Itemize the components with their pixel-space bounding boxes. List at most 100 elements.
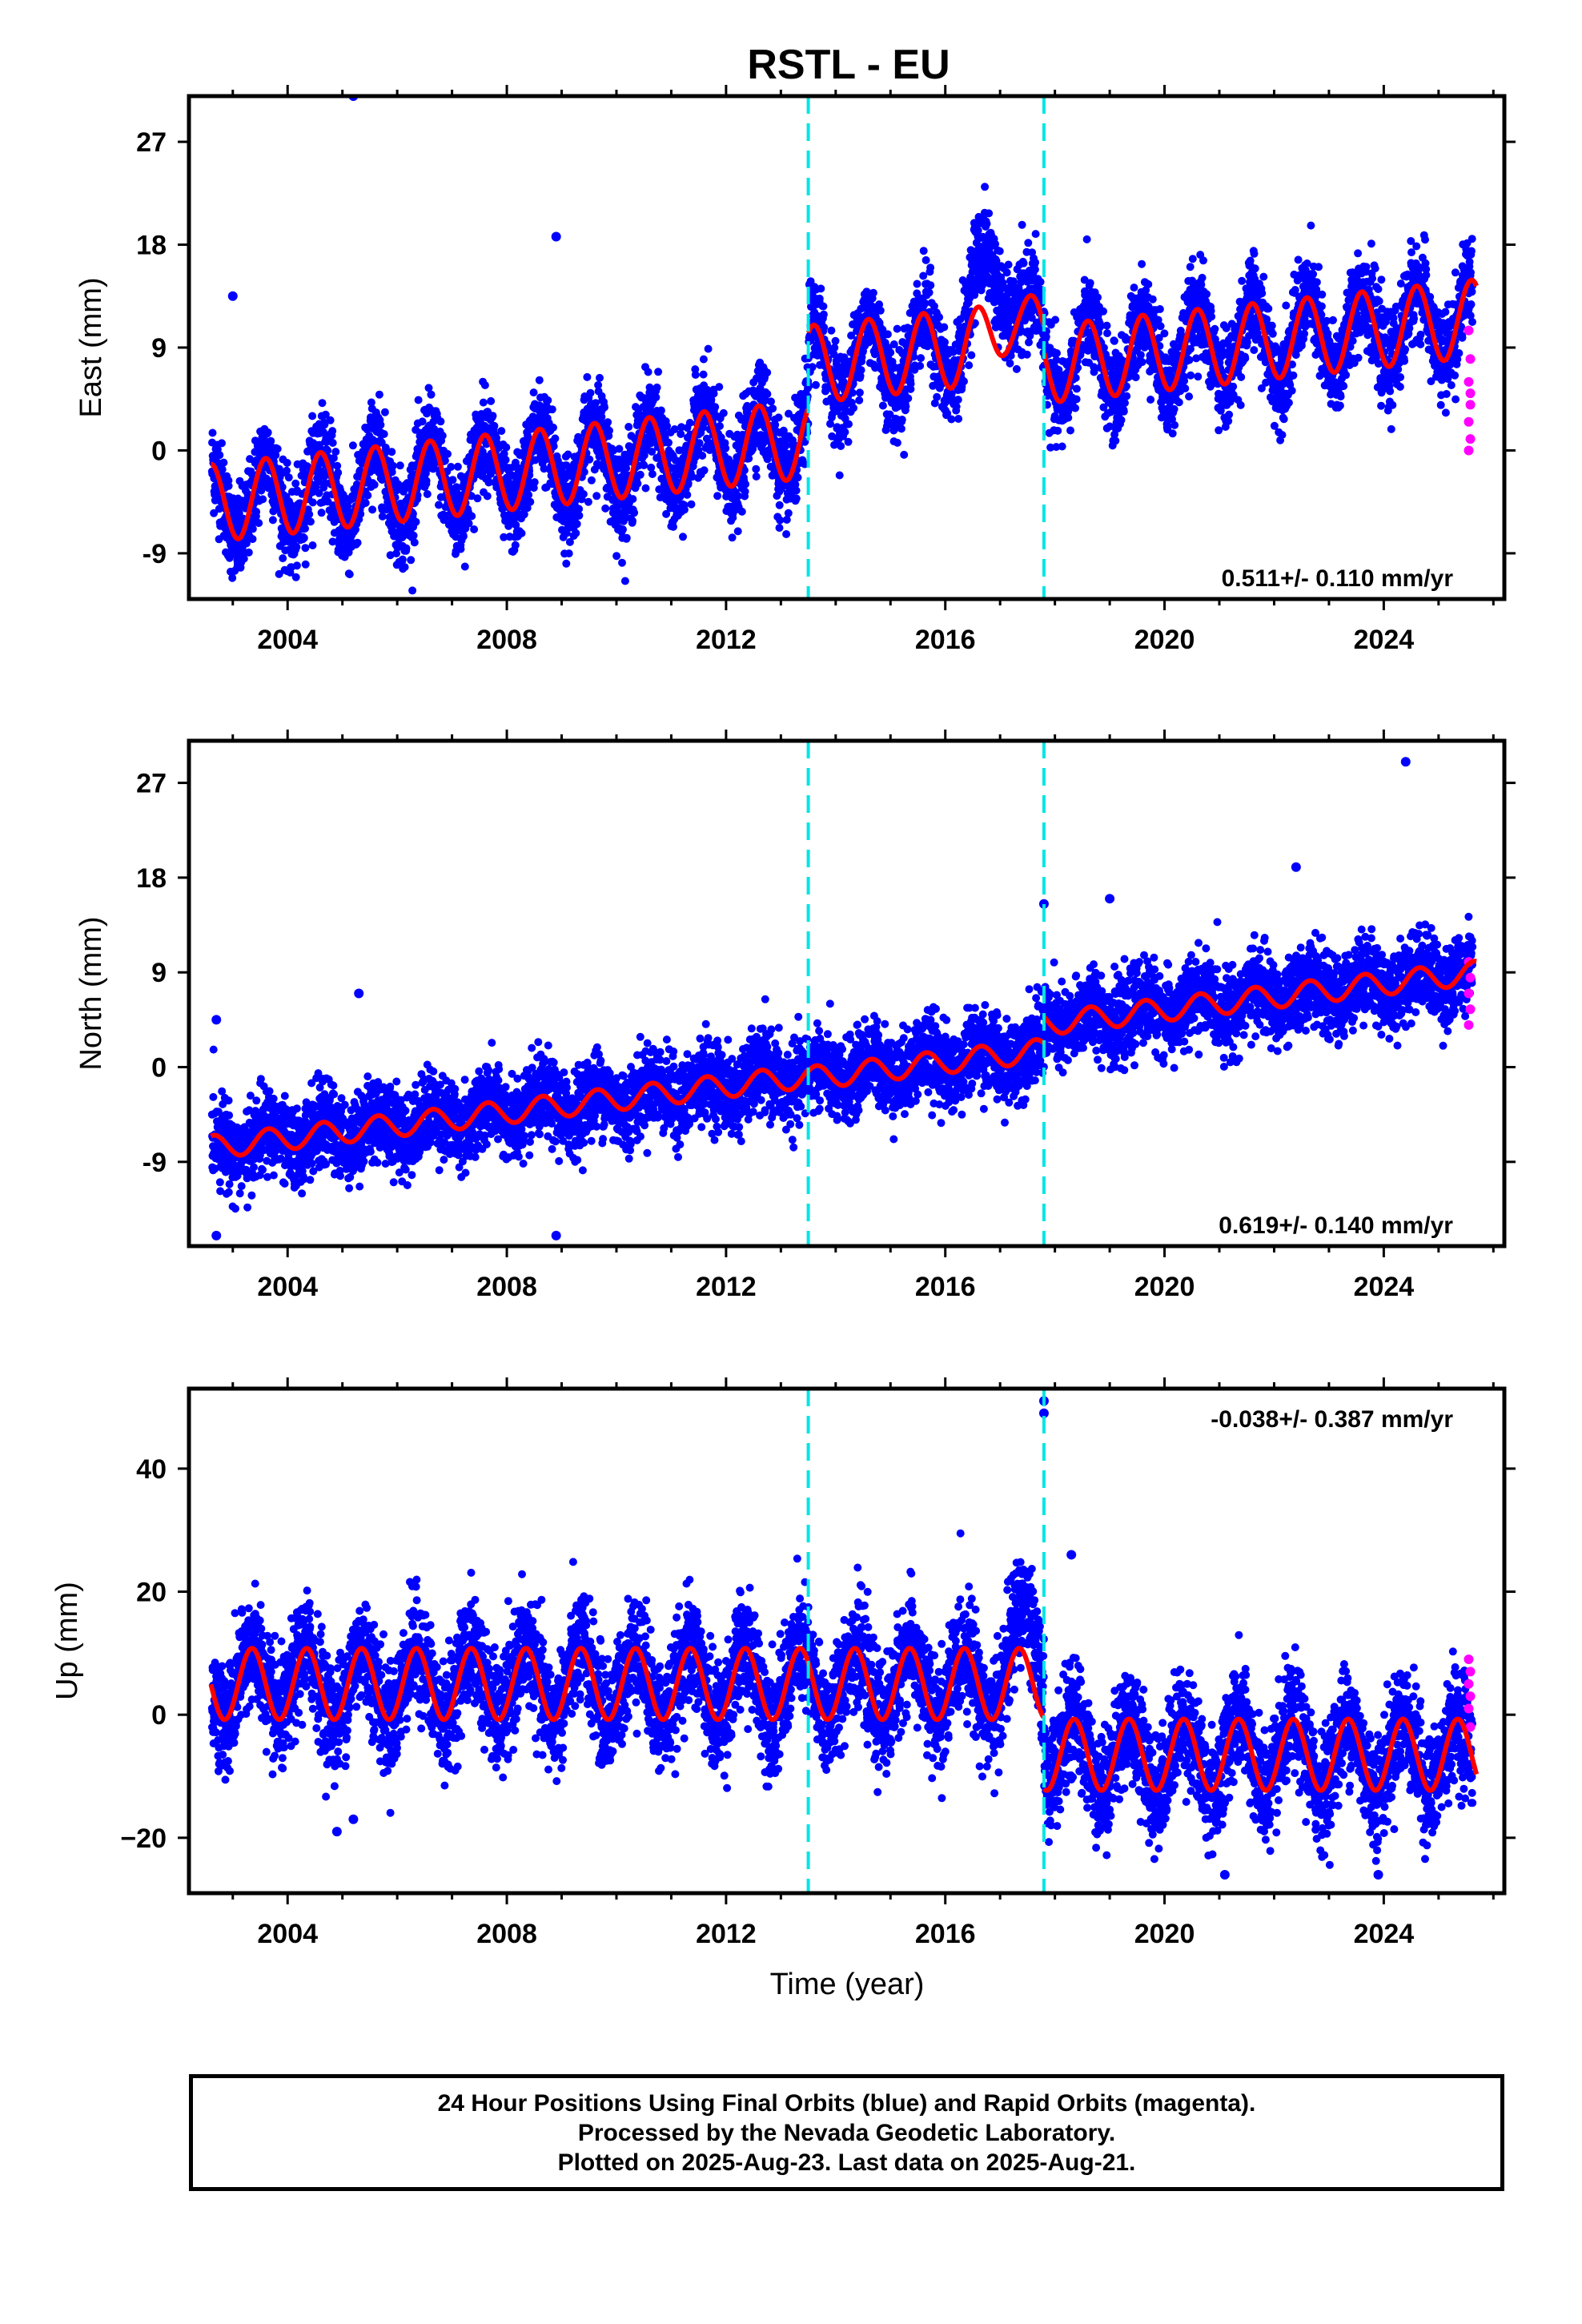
rate-label-east: 0.511+/- 0.110 mm/yr <box>1222 565 1454 592</box>
panel-east: 2004 2008 2012 2016 2020 2024 27 18 9 0 -9 East (mm… <box>74 85 1516 655</box>
rapid-point-east-0 <box>1464 325 1474 336</box>
panel-east-data <box>207 96 1479 595</box>
x-axis-label: Time (year) <box>770 1968 925 2001</box>
outlier-point-north-7 <box>1105 894 1115 904</box>
rapid-point-up-0 <box>1464 1655 1474 1665</box>
y-axis-label-north: North (mm) <box>74 916 108 1070</box>
panel-north-data <box>207 757 1479 1240</box>
model-line-north-1 <box>806 1037 1046 1088</box>
x-tick-label-north-2020: 2020 <box>1134 1272 1195 1302</box>
outlier-point-north-0 <box>211 1015 222 1025</box>
panel-frame-up <box>187 1386 1507 1896</box>
model-line-east-1 <box>805 293 1046 403</box>
rapid-point-up-4 <box>1464 1703 1474 1714</box>
y-tick-label-north-3: 0 <box>151 1053 167 1084</box>
y-tick-label-north-1: 18 <box>136 863 167 894</box>
rapid-point-east-6 <box>1464 445 1474 456</box>
x-tick-label-east-2004: 2004 <box>257 625 318 655</box>
model-line-up-0 <box>208 1646 1046 1723</box>
final-orbit-points-north <box>207 757 1477 1240</box>
x-tick-label-up-2024: 2024 <box>1354 1919 1415 1949</box>
x-tick-label-up-2008: 2008 <box>476 1919 537 1949</box>
y-tick-label-up-0: 40 <box>136 1454 167 1485</box>
x-tick-label-north-2008: 2008 <box>476 1272 537 1302</box>
y-tick-label-east-3: 0 <box>151 436 167 466</box>
y-tick-label-east-2: 9 <box>151 333 167 364</box>
rapid-point-east-1 <box>1465 354 1476 364</box>
outlier-point-up-1 <box>1038 1408 1049 1418</box>
outlier-point-east-1 <box>551 231 561 242</box>
outlier-point-east-2 <box>227 291 238 301</box>
x-tick-label-up-2016: 2016 <box>915 1919 976 1949</box>
final-orbit-scatter-north <box>207 912 1477 1213</box>
outlier-point-north-4 <box>1038 899 1049 909</box>
x-tick-label-north-2012: 2012 <box>696 1272 757 1302</box>
chart-title: RSTL - EU <box>747 42 950 88</box>
panel-north: 2004 2008 2012 2016 2020 2024 27 18 9 0 -9 North (m… <box>74 730 1516 1302</box>
rapid-point-up-1 <box>1465 1667 1476 1677</box>
outlier-point-up-6 <box>1066 1550 1077 1560</box>
footer-line-2: Processed by the Nevada Geodetic Laborat… <box>577 2119 1116 2146</box>
x-tick-label-north-2004: 2004 <box>257 1272 318 1302</box>
outlier-point-north-5 <box>1400 757 1411 767</box>
rapid-point-north-1 <box>1465 972 1476 983</box>
final-orbit-scatter-east <box>207 183 1477 595</box>
model-line-east-0 <box>209 403 810 541</box>
outlier-point-up-3 <box>348 1814 359 1824</box>
outlier-point-up-4 <box>1219 1869 1230 1880</box>
x-tick-label-east-2016: 2016 <box>915 625 976 655</box>
rapid-orbit-points-east <box>1464 325 1476 456</box>
rapid-point-east-2 <box>1464 376 1474 387</box>
x-tick-label-up-2004: 2004 <box>257 1919 318 1949</box>
x-tick-label-north-2016: 2016 <box>915 1272 976 1302</box>
rapid-point-up-2 <box>1464 1679 1474 1689</box>
outlier-point-north-3 <box>551 1230 561 1240</box>
x-tick-label-east-2020: 2020 <box>1134 625 1195 655</box>
outlier-point-north-1 <box>211 1230 222 1240</box>
x-tick-label-east-2008: 2008 <box>476 625 537 655</box>
rapid-point-up-3 <box>1465 1691 1476 1702</box>
rapid-point-east-3 <box>1465 400 1476 410</box>
x-tick-label-north-2024: 2024 <box>1354 1272 1415 1302</box>
y-axis-label-east: East (mm) <box>74 277 108 417</box>
footer-box: 24 Hour Positions Using Final Orbits (bl… <box>189 2074 1504 2191</box>
rapid-point-east-5 <box>1465 434 1476 444</box>
x-tick-label-up-2020: 2020 <box>1134 1919 1195 1949</box>
rapid-point-north-2 <box>1464 988 1474 999</box>
y-tick-label-east-1: 18 <box>136 231 167 261</box>
rapid-point-north-4 <box>1464 1019 1474 1030</box>
panel-frame-north <box>187 738 1507 1248</box>
rapid-orbit-points-up <box>1464 1655 1476 1732</box>
final-orbit-points-east <box>207 96 1477 595</box>
y-tick-label-up-2: 0 <box>151 1700 167 1731</box>
rapid-point-east-4 <box>1464 416 1474 427</box>
outlier-point-north-6 <box>1291 862 1301 872</box>
outlier-point-up-5 <box>1373 1869 1383 1880</box>
model-line-north-2 <box>1042 959 1479 1036</box>
y-tick-label-north-4: -9 <box>143 1148 167 1178</box>
x-tick-label-east-2024: 2024 <box>1354 625 1415 655</box>
model-line-north-0 <box>209 1068 810 1158</box>
outlier-point-up-2 <box>331 1827 342 1837</box>
rate-label-north: 0.619+/- 0.140 mm/yr <box>1219 1212 1453 1239</box>
rapid-point-up-5 <box>1465 1722 1476 1732</box>
model-line-up-1 <box>1042 1716 1480 1793</box>
rapid-point-east-7 <box>1465 388 1476 399</box>
rapid-point-north-3 <box>1465 1004 1476 1015</box>
final-orbit-points-up <box>207 1396 1477 1880</box>
y-tick-label-east-4: -9 <box>143 539 167 569</box>
x-tick-label-up-2012: 2012 <box>696 1919 757 1949</box>
y-tick-label-up-3: −20 <box>120 1823 167 1854</box>
panel-up-data <box>207 1396 1480 1880</box>
outlier-point-north-2 <box>354 988 364 999</box>
panel-up: 2004 2008 2012 2016 2020 2024 40 20 0 −20 Up (mm) -… <box>50 1377 1516 1949</box>
footer-line-3: Plotted on 2025-Aug-23. Last data on 202… <box>557 2149 1136 2176</box>
y-tick-label-north-2: 9 <box>151 958 167 988</box>
y-tick-label-up-1: 20 <box>136 1578 167 1608</box>
y-tick-label-east-0: 27 <box>136 127 167 158</box>
x-tick-label-east-2012: 2012 <box>696 625 757 655</box>
y-axis-label-up: Up (mm) <box>50 1582 84 1700</box>
rate-label-up: -0.038+/- 0.387 mm/yr <box>1211 1406 1453 1433</box>
y-tick-label-north-0: 27 <box>136 769 167 799</box>
